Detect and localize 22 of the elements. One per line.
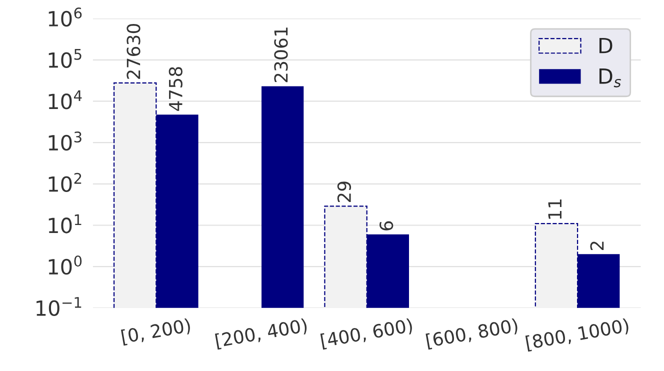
x-tick-label: [600, 800) [426,318,518,350]
data-label: 6 [380,221,394,230]
legend-label: D$_{s}$ [599,68,621,88]
y-tick-label: 10$^{2}$ [48,172,82,192]
y-tick-label: 10$^{1}$ [48,214,82,234]
y-tick-label: 10$^{−1}$ [36,297,82,316]
x-tick-label: [200, 400) [214,318,308,350]
legend-label: D [599,38,612,54]
data-label: 2 [590,242,604,250]
y-tick-label: 10$^{3}$ [48,132,82,151]
data-label: 27630 [126,24,140,79]
x-tick-label: [0, 200) [120,318,192,346]
y-tick-label: 10$^{4}$ [48,90,82,110]
data-label: 4758 [168,67,182,111]
x-tick-label: [800, 1000) [525,318,630,352]
y-tick-label: 10$^{0}$ [48,256,82,275]
data-label: 23061 [274,28,288,82]
data-label: 29 [337,182,352,202]
x-tick-label: [400, 600) [320,318,414,350]
y-tick-label: 10$^{6}$ [48,8,82,27]
y-tick-label: 10$^{5}$ [48,49,82,68]
data-label: 11 [548,199,562,219]
